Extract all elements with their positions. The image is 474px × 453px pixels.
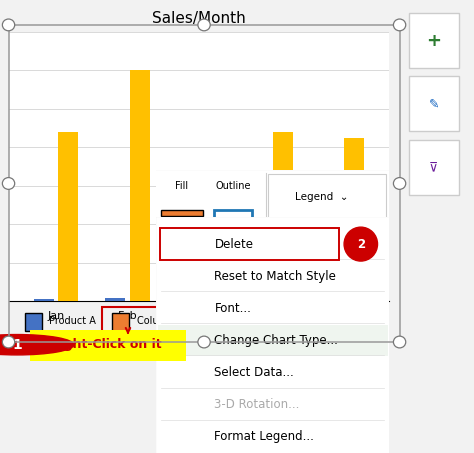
Bar bbox=[273, 132, 293, 301]
Text: +: + bbox=[426, 32, 441, 50]
Text: Right-Click on it: Right-Click on it bbox=[50, 338, 162, 351]
Text: Outline: Outline bbox=[215, 181, 251, 191]
Text: Delete: Delete bbox=[214, 238, 254, 251]
Text: Reset to Match Style: Reset to Match Style bbox=[214, 270, 337, 283]
FancyBboxPatch shape bbox=[268, 174, 386, 222]
FancyBboxPatch shape bbox=[154, 169, 391, 227]
FancyBboxPatch shape bbox=[157, 325, 388, 356]
Circle shape bbox=[344, 227, 377, 261]
FancyBboxPatch shape bbox=[409, 13, 459, 68]
Circle shape bbox=[0, 334, 74, 355]
Text: Column 2: Column 2 bbox=[231, 316, 278, 326]
FancyBboxPatch shape bbox=[283, 313, 300, 331]
Text: 2: 2 bbox=[357, 238, 365, 251]
FancyBboxPatch shape bbox=[155, 216, 390, 453]
Text: ✎: ✎ bbox=[428, 98, 439, 111]
Text: Legend  ⌄: Legend ⌄ bbox=[294, 192, 348, 202]
Bar bbox=[130, 70, 150, 301]
Bar bbox=[344, 138, 365, 301]
Bar bbox=[105, 299, 126, 301]
Bar bbox=[320, 299, 340, 301]
Text: Font...: Font... bbox=[214, 302, 251, 315]
Text: Format Legend...: Format Legend... bbox=[214, 430, 314, 443]
FancyBboxPatch shape bbox=[112, 313, 129, 331]
Text: Product A: Product A bbox=[49, 316, 96, 326]
FancyBboxPatch shape bbox=[409, 140, 459, 195]
Text: Fill: Fill bbox=[175, 181, 189, 191]
Text: Change Chart Type...: Change Chart Type... bbox=[214, 334, 338, 347]
Text: 1: 1 bbox=[12, 338, 22, 352]
FancyBboxPatch shape bbox=[161, 209, 203, 217]
FancyBboxPatch shape bbox=[25, 313, 42, 331]
Bar bbox=[248, 299, 268, 301]
FancyBboxPatch shape bbox=[207, 313, 224, 331]
Text: Column 1: Column 1 bbox=[137, 316, 183, 326]
Title: Sales/Month: Sales/Month bbox=[152, 11, 246, 26]
Bar bbox=[58, 132, 78, 301]
Text: 3-D Rotation...: 3-D Rotation... bbox=[214, 398, 300, 411]
Bar bbox=[201, 176, 221, 301]
Bar bbox=[177, 299, 197, 301]
Text: ⊽: ⊽ bbox=[429, 161, 438, 174]
FancyBboxPatch shape bbox=[160, 228, 339, 260]
Bar bbox=[34, 299, 54, 301]
FancyBboxPatch shape bbox=[409, 76, 459, 131]
Text: Select Data...: Select Data... bbox=[214, 366, 294, 379]
Text: Product B: Product B bbox=[307, 316, 354, 326]
FancyBboxPatch shape bbox=[30, 330, 186, 361]
